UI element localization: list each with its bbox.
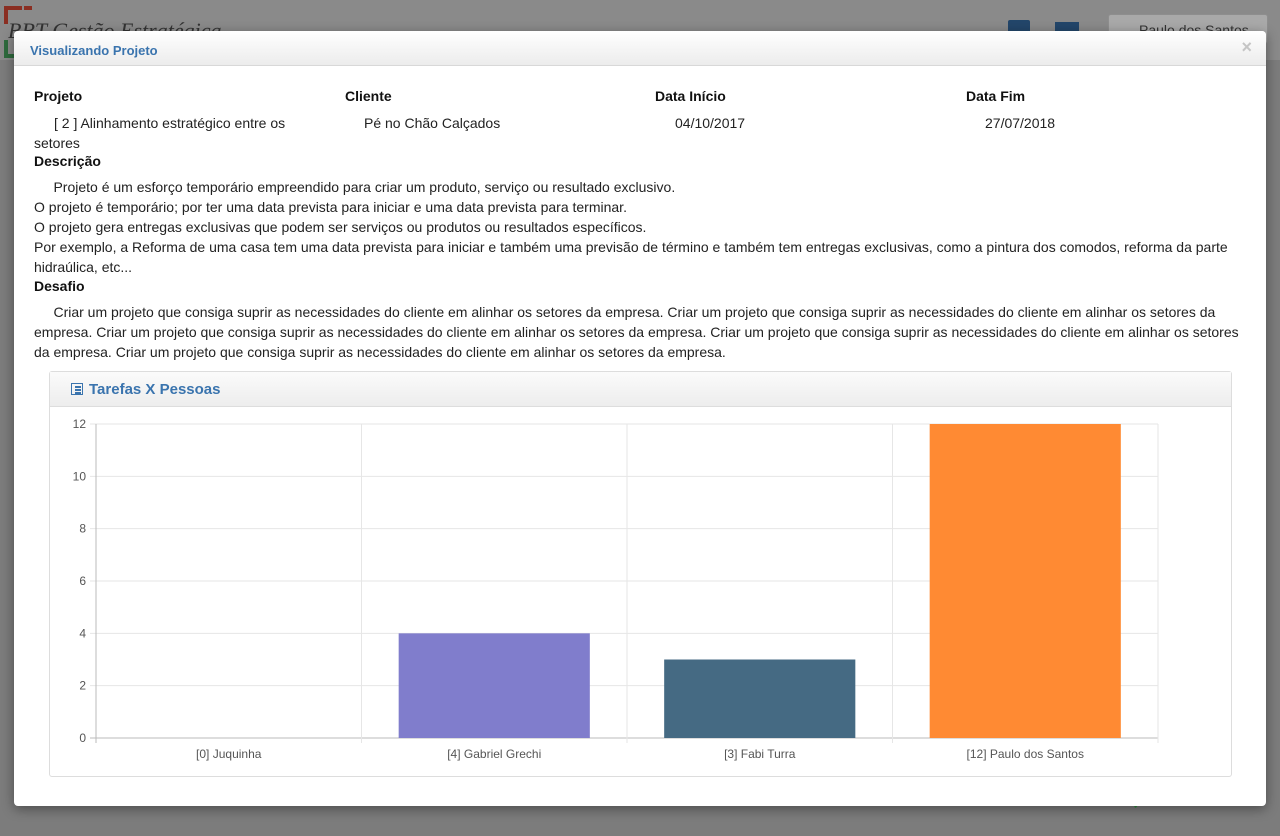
x-tick-label: [0] Juquinha (196, 747, 262, 761)
cliente-value: Pé no Chão Calçados (364, 115, 501, 131)
y-tick-label: 12 (73, 417, 87, 431)
tasks-per-person-chart: 0 2 4 6 8 10 12 [0] Juquinha [4] Gabriel Grechi [… (73, 417, 1159, 761)
modal-title: Visualizando Projeto (30, 43, 158, 58)
y-tick-label: 10 (73, 469, 87, 483)
close-icon[interactable]: × (1241, 37, 1252, 57)
server-icon[interactable] (1008, 20, 1030, 34)
x-tick-label: [4] Gabriel Grechi (447, 747, 541, 761)
y-tick-label: 4 (79, 626, 86, 640)
projeto-label: Projeto (34, 88, 83, 104)
y-tick-label: 2 (79, 679, 86, 693)
data-inicio-label: Data Início (655, 88, 726, 104)
data-inicio-value: 04/10/2017 (675, 115, 746, 131)
x-tick-label: [12] Paulo dos Santos (967, 747, 1084, 761)
cliente-label: Cliente (345, 88, 392, 104)
bar (398, 633, 590, 738)
projeto-value: [ 2 ] Alinhamento estratégico entre os s… (34, 115, 286, 151)
y-tick-label: 6 (79, 574, 86, 588)
y-tick-label: 8 (79, 522, 86, 536)
list-icon (71, 383, 83, 395)
app-logo (4, 6, 32, 58)
desafio-label: Desafio (34, 278, 85, 294)
bar (664, 659, 856, 738)
x-tick-label: [3] Fabi Turra (724, 747, 796, 761)
y-tick-label: 0 (79, 731, 86, 745)
project-modal: Visualizando Projeto × Projeto [ 2 ] Ali… (14, 31, 1266, 806)
desafio-text: Criar um projeto que consiga suprir as n… (34, 304, 1243, 360)
descricao-label: Descrição (34, 153, 101, 169)
data-fim-value: 27/07/2018 (985, 115, 1056, 131)
data-fim-label: Data Fim (966, 88, 1026, 104)
chart-panel-title: Tarefas X Pessoas (89, 381, 221, 398)
bar (929, 424, 1121, 738)
descricao-text: Projeto é um esforço temporário empreend… (34, 179, 1228, 275)
chart-panel-header: Tarefas X Pessoas (50, 372, 1231, 407)
modal-header: Visualizando Projeto × (14, 31, 1266, 66)
chart-panel: Tarefas X Pessoas 0 2 4 6 8 10 12 [0] Juquinha [… (49, 371, 1232, 777)
